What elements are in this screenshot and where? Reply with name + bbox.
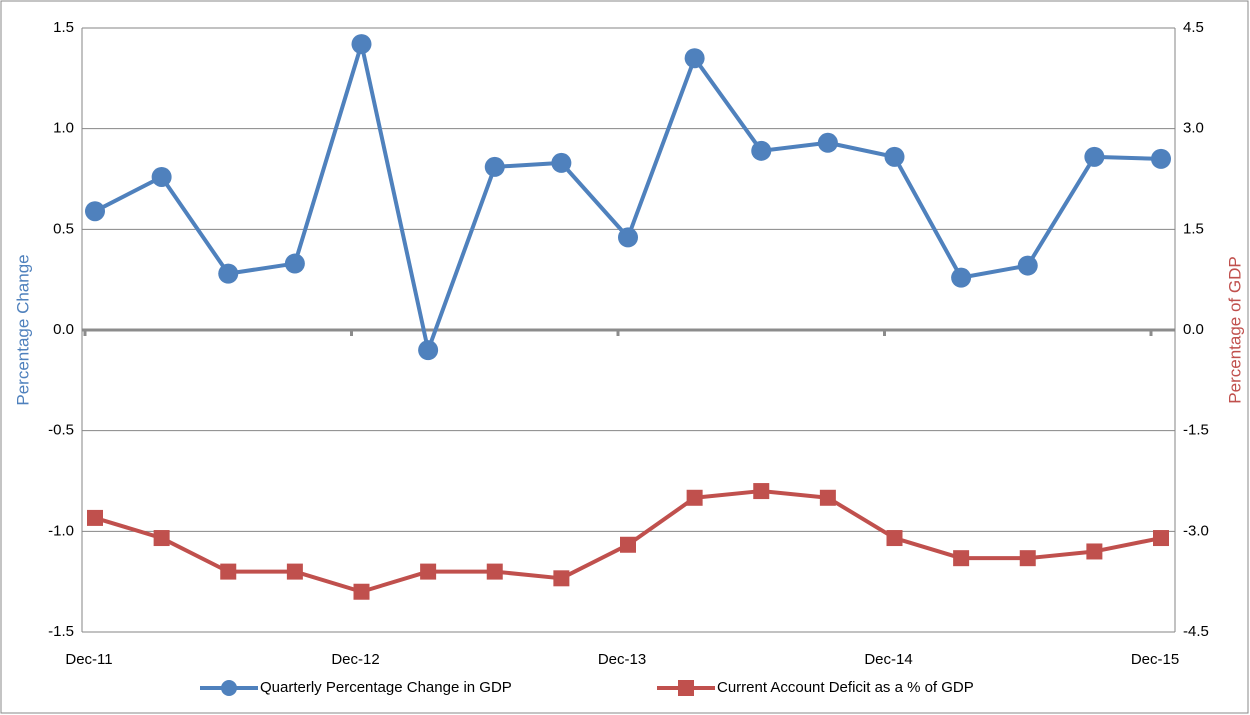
- y2-tick-label: -4.5: [1183, 623, 1209, 640]
- x-tick-label: Dec-11: [65, 651, 112, 668]
- x-tick-label: Dec-12: [331, 651, 379, 668]
- marker: [151, 166, 172, 187]
- y2-tick-label: -3.0: [1183, 522, 1209, 539]
- y-axis-label: Percentage Change: [13, 254, 32, 405]
- y-tick-label: 1.5: [53, 19, 74, 36]
- marker: [751, 140, 772, 161]
- marker: [87, 509, 103, 526]
- y-tick-label: 0.0: [53, 321, 74, 338]
- y2-tick-label: 0.0: [1183, 321, 1204, 338]
- marker: [817, 132, 838, 153]
- marker: [1086, 543, 1103, 560]
- x-tick-label: Dec-13: [598, 651, 646, 668]
- marker: [886, 530, 903, 547]
- y2-tick-label: 4.5: [1183, 19, 1204, 36]
- marker: [486, 563, 503, 580]
- marker: [286, 563, 303, 580]
- marker: [1084, 146, 1105, 167]
- legend-label: Current Account Deficit as a % of GDP: [717, 679, 974, 696]
- marker: [1151, 148, 1171, 169]
- y2-tick-label: -1.5: [1183, 422, 1209, 439]
- marker: [1017, 255, 1038, 276]
- y-tick-label: -0.5: [48, 422, 74, 439]
- marker: [220, 563, 237, 580]
- marker: [85, 201, 105, 222]
- y2-tick-label: 3.0: [1183, 120, 1204, 137]
- marker: [819, 489, 836, 506]
- marker: [753, 483, 770, 500]
- marker: [353, 583, 370, 600]
- marker: [684, 48, 705, 69]
- marker: [1019, 550, 1036, 567]
- y-tick-label: 0.5: [53, 220, 74, 237]
- marker: [484, 156, 505, 177]
- legend-marker: [678, 680, 694, 696]
- y2-axis-label: Percentage of GDP: [1225, 256, 1244, 403]
- marker: [884, 146, 905, 167]
- marker: [351, 34, 372, 55]
- legend-label: Quarterly Percentage Change in GDP: [260, 679, 512, 696]
- legend-marker: [221, 680, 237, 696]
- y-tick-label: -1.5: [48, 623, 74, 640]
- marker: [284, 253, 305, 274]
- y-tick-label: 1.0: [53, 120, 74, 137]
- marker: [551, 152, 572, 173]
- marker: [1153, 530, 1169, 547]
- x-tick-label: Dec-14: [864, 651, 912, 668]
- y-tick-label: -1.0: [48, 522, 74, 539]
- marker: [153, 530, 170, 547]
- marker: [418, 340, 439, 361]
- marker: [420, 563, 437, 580]
- marker: [686, 489, 703, 506]
- marker: [620, 536, 636, 553]
- x-tick-label: Dec-15: [1131, 651, 1179, 668]
- marker: [953, 550, 970, 567]
- marker: [553, 570, 570, 587]
- marker: [951, 267, 972, 288]
- marker: [618, 227, 638, 248]
- y2-tick-label: 1.5: [1183, 220, 1204, 237]
- marker: [218, 263, 239, 284]
